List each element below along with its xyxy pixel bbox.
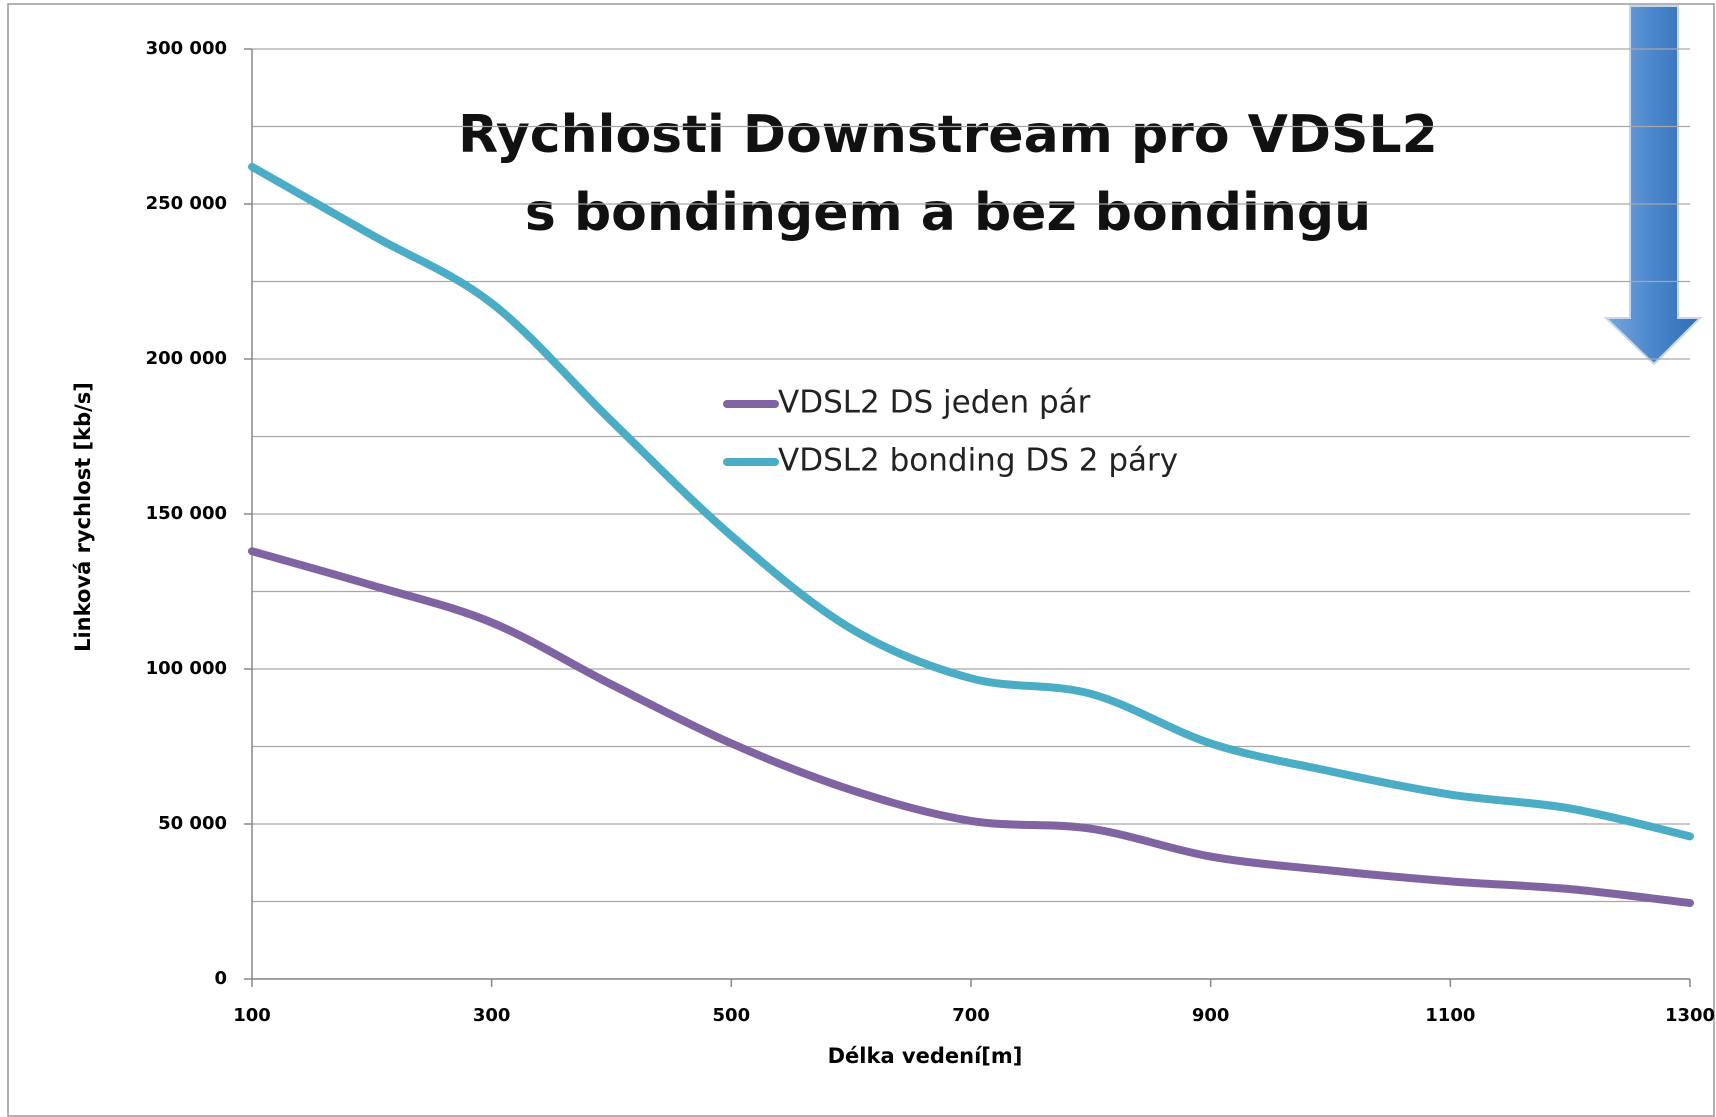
x-tick-label: 1100 xyxy=(1425,1005,1475,1026)
x-tick-label: 500 xyxy=(713,1005,751,1026)
series-line xyxy=(248,162,1694,841)
y-axis-label: Linková rychlost [kb/s] xyxy=(71,382,95,652)
arrow-icon xyxy=(1603,5,1703,366)
legend-label: VDSL2 bonding DS 2 páry xyxy=(778,443,1178,479)
plot-area: 0 50 000 100 000 150 000 200 000 250 000 300 0… xyxy=(146,38,1715,1026)
y-tick-label: 300 000 xyxy=(146,38,227,59)
x-tick-label: 100 xyxy=(233,1005,271,1026)
x-tick-label: 1300 xyxy=(1665,1005,1715,1026)
x-axis-label: Délka vedení[m] xyxy=(828,1044,1023,1068)
y-tick-label: 200 000 xyxy=(146,348,227,369)
x-tick-label: 300 xyxy=(473,1005,511,1026)
series-line xyxy=(248,547,1694,908)
y-tick-label: 100 000 xyxy=(146,658,227,679)
y-tick-label: 250 000 xyxy=(146,193,227,214)
y-tick-label: 150 000 xyxy=(146,503,227,524)
y-tick-label: 0 xyxy=(214,968,227,989)
x-tick-label: 900 xyxy=(1192,1005,1230,1026)
chart-title: s bondingem a bez bondingu xyxy=(525,183,1371,243)
y-tick-label: 50 000 xyxy=(158,813,227,834)
x-tick-label: 700 xyxy=(952,1005,990,1026)
chart-title: Rychlosti Downstream pro VDSL2 xyxy=(458,105,1438,165)
legend-label: VDSL2 DS jeden pár xyxy=(778,385,1091,421)
